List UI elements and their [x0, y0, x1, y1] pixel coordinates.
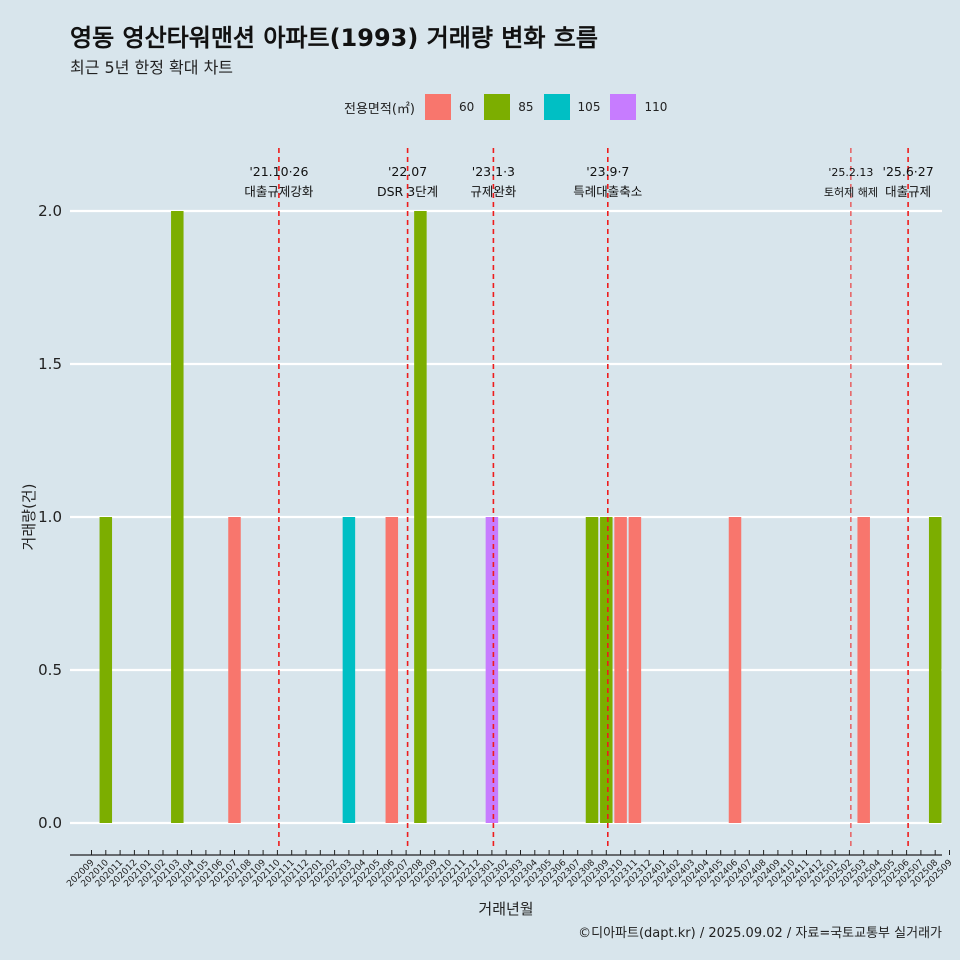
event-date-label: '25.6·27 — [883, 164, 934, 179]
y-axis-title: 거래량(건) — [20, 484, 38, 551]
legend-swatch-110 — [610, 94, 637, 120]
event-date-label: '21.10·26 — [249, 164, 308, 179]
bar-85-202208 — [414, 211, 427, 823]
bar-60-202107 — [228, 517, 241, 823]
bar-110-202301 — [485, 517, 499, 823]
legend-swatch-60 — [424, 94, 451, 120]
legend-label-110: 110 — [644, 100, 668, 114]
event-name-label: 특례대출축소 — [573, 184, 642, 199]
bar-85-202309 — [600, 517, 613, 823]
legend-item-110: 110 — [610, 94, 667, 120]
event-date-label: '22.07 — [388, 164, 427, 179]
legend-label-85: 85 — [518, 100, 534, 114]
bar-60-202406 — [728, 517, 742, 823]
y-tick-label: 0.0 — [38, 814, 62, 832]
y-tick-label: 0.5 — [38, 661, 62, 679]
x-axis-title: 거래년월 — [478, 900, 533, 918]
legend-title: 전용면적(㎡) — [344, 101, 415, 117]
y-tick-label: 1.0 — [38, 508, 62, 526]
bar-60-202311 — [628, 517, 642, 823]
event-date-label: '23.1·3 — [472, 164, 515, 179]
event-name-label: 토허제 해제 — [824, 185, 878, 199]
bar-60-202310 — [614, 517, 627, 823]
y-tick-label: 2.0 — [38, 202, 62, 220]
legend-item-60: 60 — [424, 94, 475, 120]
legend-item-105: 105 — [543, 94, 601, 120]
legend-swatch-105 — [543, 94, 570, 120]
bar-105-202203 — [342, 517, 356, 823]
bar-85-202010 — [99, 517, 113, 823]
source-caption: ©디아파트(dapt.kr) / 2025.09.02 / 자료=국토교통부 실… — [578, 926, 942, 941]
event-name-label: 대출규제강화 — [244, 184, 314, 199]
event-name-label: 규제완화 — [470, 184, 517, 199]
event-name-label: 대출규제 — [885, 184, 931, 199]
legend-label-60: 60 — [458, 100, 475, 114]
event-date-label: '23.9·7 — [586, 164, 629, 179]
legend-swatch-85 — [484, 94, 511, 120]
page-subtitle: 최근 5년 한정 확대 차트 — [70, 58, 234, 77]
legend: 전용면적(㎡) 60 85 105 110 — [344, 93, 677, 121]
page-title: 영동 영산타워맨션 아파트(1993) 거래량 변화 흐름 — [70, 24, 598, 52]
legend-item-85: 85 — [484, 94, 534, 120]
bar-85-202308 — [585, 517, 599, 823]
bar-85-202103 — [171, 211, 184, 823]
legend-label-105: 105 — [577, 100, 601, 114]
event-date-label: '25.2.13 — [828, 166, 873, 179]
bar-60-202206 — [385, 517, 399, 823]
bar-60-202503 — [857, 517, 870, 823]
bar-85-202508 — [928, 517, 942, 823]
event-name-label: DSR 3단계 — [377, 184, 438, 199]
y-tick-label: 1.5 — [38, 355, 62, 373]
